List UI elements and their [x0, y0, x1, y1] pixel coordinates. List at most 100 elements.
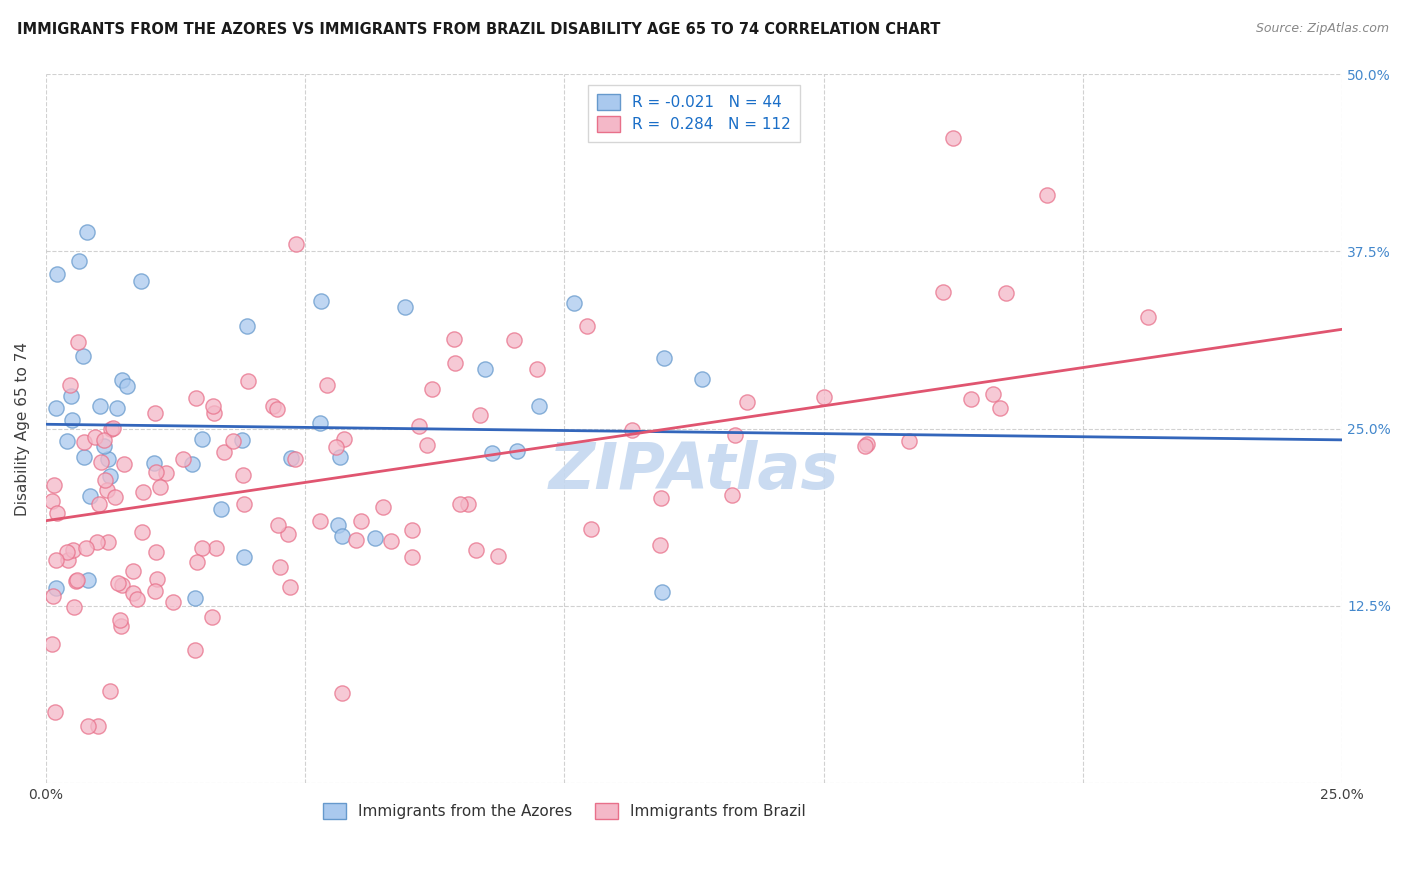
- Point: [236, 319, 259, 334]
- Point: [285, 237, 308, 252]
- Point: [132, 484, 155, 499]
- Point: [44, 706, 66, 720]
- Point: [45, 507, 67, 521]
- Point: [60, 413, 83, 427]
- Point: [105, 401, 128, 415]
- Point: [107, 576, 129, 591]
- Point: [125, 591, 148, 606]
- Point: [184, 643, 207, 657]
- Point: [394, 300, 416, 314]
- Point: [651, 585, 673, 599]
- Point: [277, 526, 299, 541]
- Point: [232, 468, 254, 483]
- Point: [650, 538, 672, 552]
- Point: [503, 333, 526, 347]
- Point: [62, 543, 84, 558]
- Point: [344, 533, 367, 547]
- Point: [898, 434, 921, 449]
- Point: [77, 719, 100, 733]
- Point: [96, 483, 118, 498]
- Point: [45, 581, 67, 595]
- Point: [73, 435, 96, 450]
- Point: [328, 517, 350, 532]
- Point: [1136, 310, 1159, 324]
- Point: [72, 349, 94, 363]
- Point: [278, 580, 301, 594]
- Point: [75, 541, 97, 556]
- Point: [266, 402, 288, 417]
- Point: [620, 423, 643, 437]
- Point: [332, 686, 354, 700]
- Point: [316, 377, 339, 392]
- Point: [481, 446, 503, 460]
- Point: [209, 502, 232, 516]
- Point: [564, 296, 586, 310]
- Point: [87, 497, 110, 511]
- Point: [280, 451, 302, 466]
- Point: [202, 406, 225, 420]
- Point: [191, 541, 214, 556]
- Point: [308, 514, 330, 528]
- Point: [122, 564, 145, 578]
- Point: [42, 478, 65, 492]
- Point: [84, 430, 107, 444]
- Point: [470, 409, 492, 423]
- Point: [506, 444, 529, 458]
- Point: [73, 450, 96, 464]
- Point: [329, 450, 352, 465]
- Point: [267, 518, 290, 533]
- Point: [579, 523, 602, 537]
- Point: [232, 497, 254, 511]
- Point: [332, 529, 354, 543]
- Point: [89, 399, 111, 413]
- Point: [236, 374, 259, 388]
- Point: [380, 534, 402, 549]
- Point: [59, 389, 82, 403]
- Point: [527, 399, 550, 413]
- Point: [443, 332, 465, 346]
- Point: [110, 619, 132, 633]
- Y-axis label: Disability Age 65 to 74: Disability Age 65 to 74: [15, 342, 30, 516]
- Point: [420, 382, 443, 396]
- Point: [76, 225, 98, 239]
- Point: [721, 488, 744, 502]
- Point: [41, 494, 63, 508]
- Point: [42, 589, 65, 603]
- Point: [401, 523, 423, 537]
- Point: [45, 267, 67, 281]
- Point: [186, 555, 208, 569]
- Point: [67, 254, 90, 268]
- Point: [93, 438, 115, 452]
- Point: [932, 285, 955, 300]
- Point: [66, 574, 89, 588]
- Point: [97, 451, 120, 466]
- Point: [162, 594, 184, 608]
- Point: [371, 500, 394, 515]
- Point: [650, 491, 672, 506]
- Point: [526, 361, 548, 376]
- Point: [654, 351, 676, 365]
- Point: [444, 355, 467, 369]
- Point: [205, 541, 228, 555]
- Point: [112, 457, 135, 471]
- Point: [233, 550, 256, 565]
- Point: [853, 439, 876, 453]
- Point: [350, 514, 373, 528]
- Point: [408, 418, 430, 433]
- Point: [115, 379, 138, 393]
- Text: IMMIGRANTS FROM THE AZORES VS IMMIGRANTS FROM BRAZIL DISABILITY AGE 65 TO 74 COR: IMMIGRANTS FROM THE AZORES VS IMMIGRANTS…: [17, 22, 941, 37]
- Point: [142, 456, 165, 470]
- Point: [93, 433, 115, 447]
- Legend: Immigrants from the Azores, Immigrants from Brazil: Immigrants from the Azores, Immigrants f…: [316, 797, 813, 825]
- Point: [180, 458, 202, 472]
- Point: [121, 586, 143, 600]
- Point: [145, 465, 167, 479]
- Point: [143, 584, 166, 599]
- Point: [59, 377, 82, 392]
- Point: [960, 392, 983, 406]
- Point: [988, 401, 1011, 415]
- Point: [724, 428, 747, 442]
- Point: [262, 400, 284, 414]
- Point: [364, 531, 387, 545]
- Point: [79, 489, 101, 503]
